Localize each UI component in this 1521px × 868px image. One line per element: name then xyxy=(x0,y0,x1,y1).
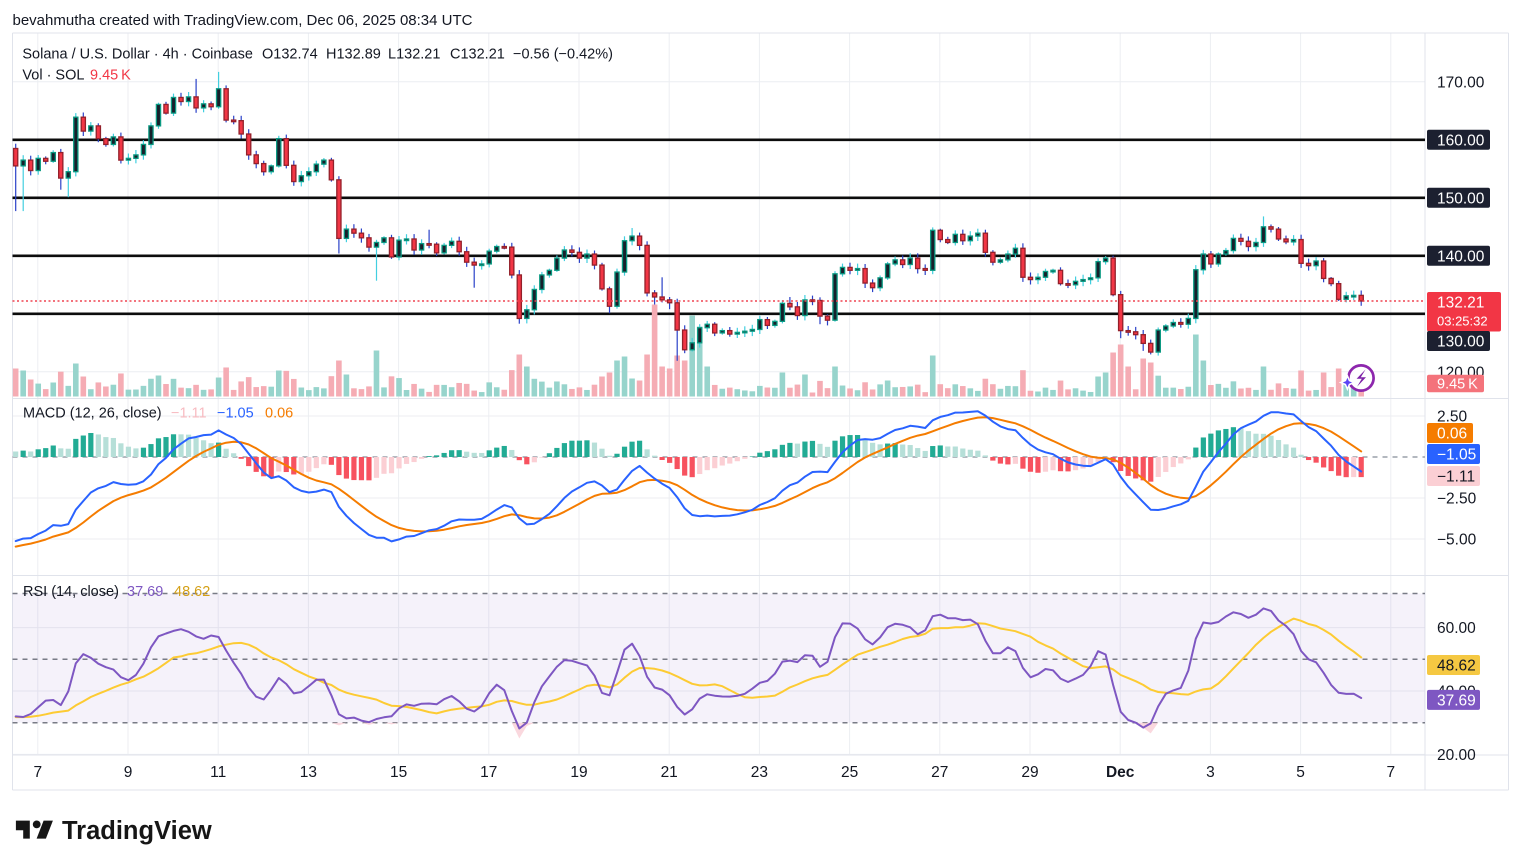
svg-text:160.00: 160.00 xyxy=(1437,132,1485,149)
svg-text:Vol · SOL: Vol · SOL xyxy=(22,68,84,84)
svg-text:29: 29 xyxy=(1021,764,1038,781)
svg-text:2.50: 2.50 xyxy=(1437,409,1468,426)
svg-text:37.69: 37.69 xyxy=(1437,692,1476,709)
svg-text:MACD (12, 26, close): MACD (12, 26, close) xyxy=(23,406,162,422)
svg-text:23: 23 xyxy=(751,764,768,781)
svg-text:130.00: 130.00 xyxy=(1437,334,1485,351)
svg-text:−1.05: −1.05 xyxy=(1437,447,1476,464)
svg-text:48.62: 48.62 xyxy=(174,584,210,600)
svg-text:7: 7 xyxy=(33,764,42,781)
svg-text:−0.56 (−0.42%): −0.56 (−0.42%) xyxy=(513,47,613,63)
svg-text:27: 27 xyxy=(931,764,948,781)
svg-text:21: 21 xyxy=(661,764,678,781)
svg-text:7: 7 xyxy=(1386,764,1395,781)
svg-text:RSI (14, close): RSI (14, close) xyxy=(23,584,119,600)
svg-text:0.06: 0.06 xyxy=(1437,426,1467,443)
svg-text:Dec: Dec xyxy=(1106,764,1135,781)
svg-text:H132.89: H132.89 xyxy=(326,47,381,63)
svg-text:19: 19 xyxy=(570,764,587,781)
svg-text:25: 25 xyxy=(841,764,858,781)
svg-text:15: 15 xyxy=(390,764,407,781)
svg-text:L132.21: L132.21 xyxy=(388,47,440,63)
svg-text:11: 11 xyxy=(210,764,226,781)
svg-text:Solana / U.S. Dollar · 4h · Co: Solana / U.S. Dollar · 4h · Coinbase xyxy=(22,47,253,63)
svg-text:37.69: 37.69 xyxy=(127,584,163,600)
svg-text:9.45 K: 9.45 K xyxy=(1437,377,1478,393)
svg-text:20.00: 20.00 xyxy=(1437,747,1476,764)
svg-text:O132.74: O132.74 xyxy=(262,47,318,63)
svg-text:140.00: 140.00 xyxy=(1437,248,1485,265)
svg-text:−1.11: −1.11 xyxy=(171,406,207,422)
svg-text:−5.00: −5.00 xyxy=(1437,532,1477,549)
svg-text:48.62: 48.62 xyxy=(1437,658,1476,675)
svg-text:TradingView: TradingView xyxy=(62,817,212,845)
svg-text:C132.21: C132.21 xyxy=(450,47,505,63)
svg-text:0.06: 0.06 xyxy=(265,406,293,422)
svg-text:−1.11: −1.11 xyxy=(1437,469,1475,486)
svg-text:9.45 K: 9.45 K xyxy=(90,68,131,84)
svg-text:−1.05: −1.05 xyxy=(217,406,254,422)
svg-text:17: 17 xyxy=(480,764,497,781)
svg-text:13: 13 xyxy=(300,764,317,781)
svg-text:−2.50: −2.50 xyxy=(1437,491,1477,508)
svg-text:150.00: 150.00 xyxy=(1437,190,1485,207)
svg-text:3: 3 xyxy=(1206,764,1215,781)
svg-text:170.00: 170.00 xyxy=(1437,74,1485,91)
svg-text:9: 9 xyxy=(124,764,133,781)
svg-text:03:25:32: 03:25:32 xyxy=(1437,314,1488,329)
svg-text:60.00: 60.00 xyxy=(1437,620,1476,637)
svg-text:132.21: 132.21 xyxy=(1437,295,1484,312)
svg-text:bevahmutha created with Tradin: bevahmutha created with TradingView.com,… xyxy=(13,12,473,29)
svg-text:5: 5 xyxy=(1296,764,1305,781)
